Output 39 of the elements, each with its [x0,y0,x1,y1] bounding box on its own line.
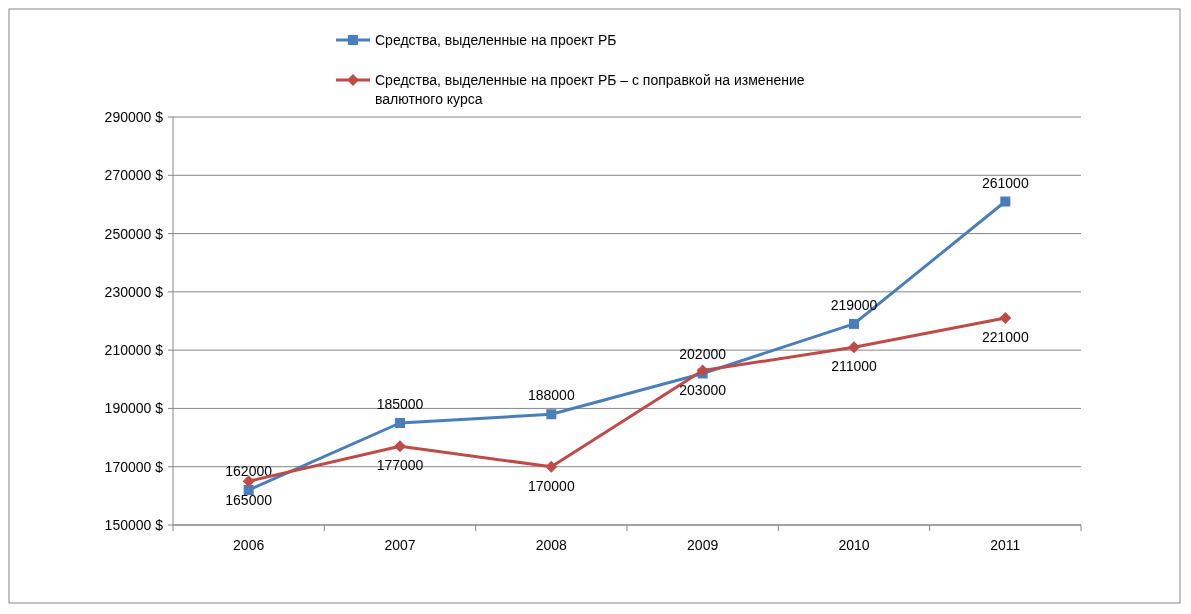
point [999,312,1012,325]
data-label: 211000 [831,358,878,375]
data-label: 162000 [225,463,273,480]
point [696,364,709,377]
y-tick-label: 270000 $ [104,167,164,184]
x-tick-label: 2006 [233,537,265,553]
y-tick-label: 170000 $ [104,458,164,475]
point [848,341,860,354]
data-label: 185000 [376,396,424,412]
data-label: 202000 [679,346,727,363]
x-tick-label: 2008 [535,537,568,553]
point [1000,196,1011,207]
point [394,440,406,453]
y-tick-label: 250000 $ [104,225,164,242]
data-label: 170000 [527,477,575,494]
data-label: 177000 [376,457,424,474]
point [242,475,255,488]
legend-label: Средства, выделенные на проект РБ [375,32,617,48]
legend-label: Средства, выделенные на проект РБ – с поправкой на изменение валютного курса [375,72,805,107]
y-tick-label: 230000 $ [104,283,164,300]
point [849,318,859,329]
data-label: 165000 [225,492,273,509]
point [243,485,254,496]
y-tick-label: 190000 $ [104,400,164,417]
x-tick-label: 2011 [990,537,1021,553]
point [395,418,405,428]
data-label: 188000 [527,387,575,404]
y-tick-label: 290000 $ [104,109,164,125]
x-tick-label: 2009 [687,537,719,553]
y-tick-label: 150000 $ [104,517,164,533]
data-label: 219000 [830,296,878,313]
data-label: 261000 [981,174,1029,191]
point [545,460,558,473]
y-tick-label: 210000 $ [104,342,164,359]
point [546,409,557,420]
data-label: 203000 [679,381,727,398]
x-tick-label: 2007 [384,537,416,553]
x-tick-label: 2010 [838,537,870,553]
data-label: 221000 [981,329,1029,346]
